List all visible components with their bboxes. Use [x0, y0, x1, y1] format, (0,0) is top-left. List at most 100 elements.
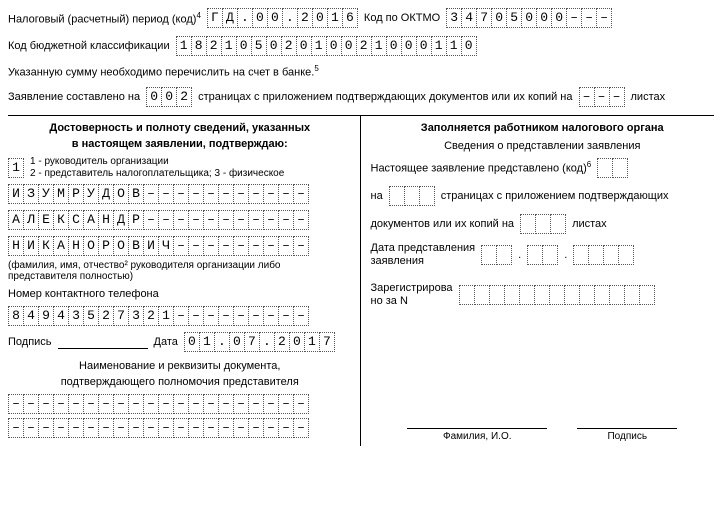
- cell: [603, 245, 619, 265]
- r-date-d: [481, 245, 512, 265]
- cell: –: [293, 184, 309, 204]
- cell: С: [68, 210, 84, 230]
- cell: –: [233, 394, 249, 414]
- cell: –: [203, 394, 219, 414]
- cell: –: [293, 394, 309, 414]
- cell: –: [218, 236, 234, 256]
- cell: .: [237, 8, 253, 28]
- cell: –: [203, 418, 219, 438]
- cell: –: [203, 210, 219, 230]
- cell: –: [173, 306, 189, 326]
- cell: –: [248, 306, 264, 326]
- cell: –: [188, 394, 204, 414]
- cell: [579, 285, 595, 305]
- cell: –: [203, 306, 219, 326]
- pages-mid: страницах с приложением подтверждающих д…: [198, 91, 572, 103]
- cell: –: [218, 210, 234, 230]
- declarant-type-row: 1 1 - руководитель организации 2 - предс…: [8, 156, 352, 180]
- cell: М: [53, 184, 69, 204]
- cell: О: [113, 236, 129, 256]
- fio-note: (фамилия, имя, отчество² руководителя ор…: [8, 260, 352, 282]
- cell: 1: [8, 158, 24, 178]
- sign-date-row: Подпись Дата 01.07.2017: [8, 332, 352, 352]
- cell: –: [263, 306, 279, 326]
- cell: –: [218, 418, 234, 438]
- cell: 0: [536, 8, 552, 28]
- cell: –: [98, 394, 114, 414]
- cell: –: [83, 418, 99, 438]
- cell: [612, 158, 628, 178]
- tax-period-row: Налоговый (расчетный) период (код)4 ГД.0…: [8, 8, 714, 28]
- cell: –: [248, 394, 264, 414]
- two-col: Достоверность и полноту сведений, указан…: [8, 115, 714, 447]
- cell: 4: [23, 306, 39, 326]
- type-notes: 1 - руководитель организации 2 - предста…: [30, 156, 284, 180]
- cell: –: [218, 394, 234, 414]
- surname-cells: ИЗУМРУДОВ–––––––––––: [8, 184, 309, 204]
- cell: –: [83, 394, 99, 414]
- cell: –: [98, 418, 114, 438]
- declarant-type-cells: 1: [8, 158, 24, 178]
- cell: 0: [236, 36, 252, 56]
- cell: 8: [191, 36, 207, 56]
- cell: –: [173, 236, 189, 256]
- cell: З: [23, 184, 39, 204]
- cell: 4: [461, 8, 477, 28]
- cell: –: [38, 418, 54, 438]
- cell: –: [278, 210, 294, 230]
- cell: [504, 285, 520, 305]
- phone-cells: 84943527321–––––––––: [8, 306, 309, 326]
- cell: –: [143, 210, 159, 230]
- cell: Н: [8, 236, 24, 256]
- cell: [519, 285, 535, 305]
- cell: [573, 245, 589, 265]
- cell: –: [128, 418, 144, 438]
- kbk-cells: 18210502010021000110: [176, 36, 477, 56]
- cell: 0: [312, 8, 328, 28]
- cell: –: [579, 87, 595, 107]
- sheets-cells: –––: [579, 87, 625, 107]
- cell: И: [23, 236, 39, 256]
- cell: 2: [274, 332, 290, 352]
- cell: –: [278, 306, 294, 326]
- cell: 0: [461, 36, 477, 56]
- cell: 2: [143, 306, 159, 326]
- r-reg-label: Зарегистрировано за N: [371, 282, 453, 308]
- cell: –: [293, 306, 309, 326]
- cell: [404, 186, 420, 206]
- r-reg-cells: [459, 285, 655, 305]
- cell: –: [173, 394, 189, 414]
- cell: –: [566, 8, 582, 28]
- r-date-row: Дата представлениязаявления . .: [371, 242, 715, 268]
- cell: 0: [491, 8, 507, 28]
- cell: Н: [68, 236, 84, 256]
- doc-title2: подтверждающего полномочия представителя: [8, 376, 352, 388]
- cell: 0: [229, 332, 245, 352]
- cell: –: [53, 394, 69, 414]
- cell: –: [594, 87, 610, 107]
- date-label: Дата: [154, 336, 178, 348]
- r-fio-line: Фамилия, И.О.: [407, 428, 547, 442]
- cell: –: [158, 418, 174, 438]
- transfer-note: Указанную сумму необходимо перечислить н…: [8, 64, 319, 79]
- pages-cells: 002: [146, 87, 192, 107]
- cell: 7: [113, 306, 129, 326]
- cell: 7: [244, 332, 260, 352]
- cell: Д: [222, 8, 238, 28]
- cell: [624, 285, 640, 305]
- cell: [609, 285, 625, 305]
- cell: 8: [8, 306, 24, 326]
- cell: –: [188, 184, 204, 204]
- cell: –: [233, 418, 249, 438]
- cell: –: [233, 210, 249, 230]
- cell: 0: [184, 332, 200, 352]
- cell: 2: [206, 36, 222, 56]
- cell: –: [278, 394, 294, 414]
- cell: В: [128, 236, 144, 256]
- pages-prefix: Заявление составлено на: [8, 91, 140, 103]
- cell: 1: [176, 36, 192, 56]
- cell: У: [38, 184, 54, 204]
- cell: –: [68, 394, 84, 414]
- r-line2-post: страницах с приложением подтверждающих: [441, 190, 669, 202]
- pages-row: Заявление составлено на 002 страницах с …: [8, 87, 714, 107]
